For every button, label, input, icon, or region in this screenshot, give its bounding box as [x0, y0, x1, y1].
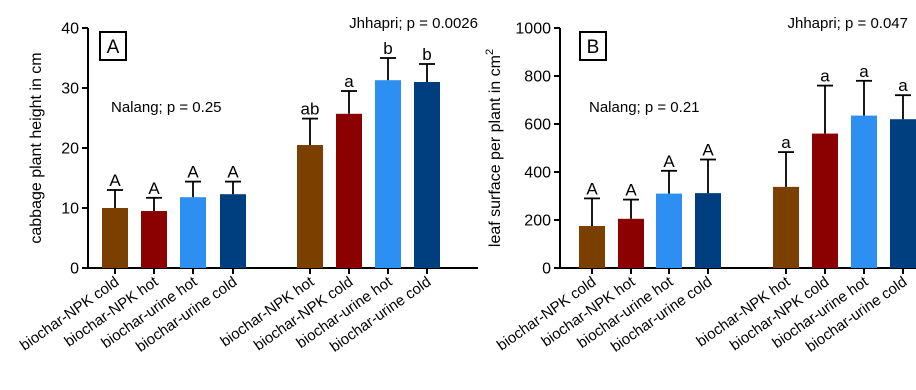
significance-letter: a: [781, 133, 791, 152]
significance-letter: ab: [301, 100, 320, 119]
panel-letter: A: [107, 37, 120, 58]
significance-letter: A: [148, 179, 160, 198]
bar: [656, 193, 682, 268]
bar: [851, 115, 877, 268]
bar: [375, 80, 401, 268]
significance-letter: A: [227, 163, 239, 182]
significance-letter: A: [663, 152, 675, 171]
y-tick-label: 600: [524, 117, 551, 134]
y-tick-label: 0: [70, 261, 79, 278]
y-tick-label: 200: [524, 213, 551, 230]
panel-letter-box: [99, 31, 127, 61]
bar: [695, 193, 721, 268]
panel-b: 0 200 400 600 800 1000 leaf surface per plant …: [484, 15, 916, 356]
panel-a: 0 10 20 30 40 cabbage plant height in cm A Nala…: [17, 15, 478, 356]
y-axis-label-superscript: 2: [484, 49, 496, 55]
y-tick-label: 0: [542, 261, 551, 278]
y-tick-label: 10: [61, 201, 79, 218]
y-tick-label: 800: [524, 69, 551, 86]
significance-letter: b: [383, 39, 392, 58]
y-axis-label: cabbage plant height in cm: [28, 52, 45, 243]
site-annotation-nalang: Nalang; p = 0.21: [589, 99, 700, 116]
y-tick-label: 40: [61, 21, 79, 38]
bar: [220, 194, 246, 268]
bar: [180, 197, 206, 268]
bar: [618, 218, 644, 268]
panel-letter-box: [579, 31, 607, 61]
site-annotation-jhhapri: Jhhapri; p = 0.0026: [349, 15, 478, 32]
significance-letter: a: [344, 72, 354, 91]
y-tick-label: 400: [524, 165, 551, 182]
y-tick-label: 1000: [515, 21, 551, 38]
significance-letter: A: [625, 181, 637, 200]
site-annotation-jhhapri: Jhhapri; p = 0.047: [787, 15, 908, 32]
y-axis-label-text: leaf surface per plant in cm: [487, 55, 504, 247]
bar: [890, 119, 916, 268]
significance-letter: a: [859, 62, 869, 81]
significance-letter: A: [702, 141, 714, 160]
panel-letter: B: [587, 37, 600, 58]
significance-letter: A: [187, 163, 199, 182]
bar: [141, 211, 167, 268]
bar: [336, 113, 362, 268]
y-axis-label-text: cabbage plant height in cm: [28, 52, 45, 243]
site-annotation-nalang: Nalang; p = 0.25: [111, 99, 222, 116]
y-tick-label: 20: [61, 141, 79, 158]
bar: [414, 82, 440, 268]
y-tick-label: 30: [61, 81, 79, 98]
significance-letter: A: [109, 171, 121, 190]
bar: [773, 186, 799, 268]
bar: [579, 226, 605, 268]
bar: [812, 133, 838, 268]
y-axis-label: leaf surface per plant in cm2: [484, 49, 504, 247]
bar: [102, 208, 128, 268]
bar: [297, 145, 323, 268]
significance-letter: a: [820, 67, 830, 86]
significance-letter: b: [422, 45, 431, 64]
significance-letter: A: [586, 179, 598, 198]
significance-letter: a: [898, 76, 908, 95]
